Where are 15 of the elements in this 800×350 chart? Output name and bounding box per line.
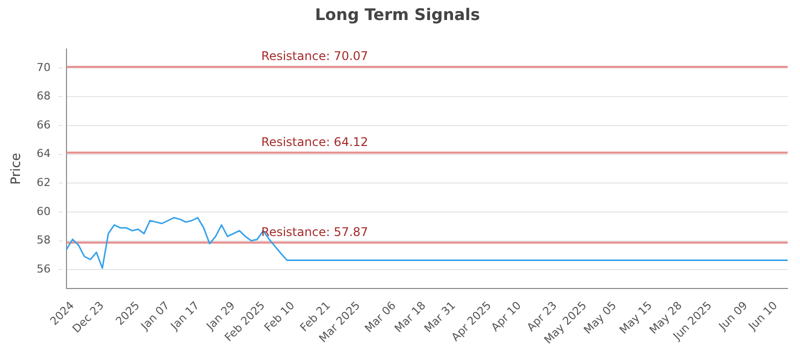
chart-title: Long Term Signals [314,4,480,24]
ref-line-label: Resistance: 57.87 [261,224,368,239]
y-tick-label: 56 [36,262,51,276]
y-tick-label: 68 [36,90,51,103]
y-tick-label: 66 [36,118,51,132]
x-tick-label: Jan 17 [168,298,202,334]
y-tick-label: 64 [36,147,51,160]
ref-line-label: Resistance: 64.12 [261,134,368,149]
x-tick-label: Apr 10 [488,298,524,334]
ref-line-label: Resistance: 70.07 [261,49,368,64]
y-tick-label: 70 [36,60,51,74]
y-axis-title: Price [9,152,24,185]
y-tick-label: 58 [36,234,51,247]
y-tick-label: 62 [36,176,51,190]
y-tick-label: 60 [36,204,51,218]
